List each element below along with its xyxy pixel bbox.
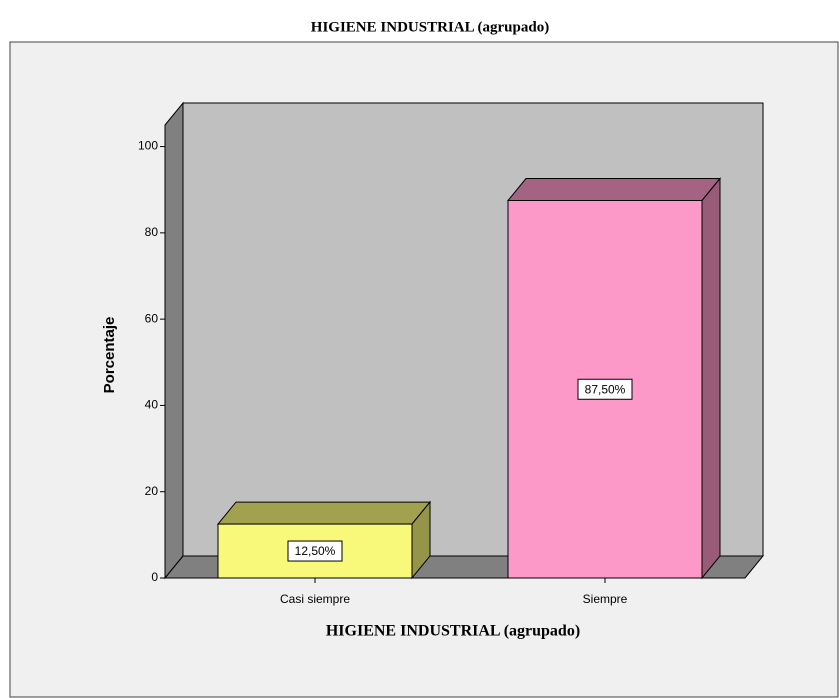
chart-title: HIGIENE INDUSTRIAL (agrupado) [311,19,549,35]
value-label: 12,50% [295,544,336,558]
side-wall [164,101,184,580]
bar-top [506,178,722,201]
y-tick-label: 40 [145,398,159,412]
value-label-box [287,540,343,562]
y-axis-label: Porcentaje [101,317,118,394]
y-tick-label: 20 [145,484,159,498]
x-tick-label: Siempre [583,592,628,606]
value-label-box [577,378,633,400]
bar-side [701,177,721,580]
y-tick-label: 0 [151,570,158,584]
y-tick-label: 80 [145,225,159,239]
value-label: 87,50% [585,382,626,396]
bar-top [216,501,432,525]
x-tick-label: Casi siempre [280,592,350,606]
y-tick-label: 100 [138,139,158,153]
x-axis-label: HIGIENE INDUSTRIAL (agrupado) [326,623,580,640]
y-tick-label: 60 [145,311,159,325]
